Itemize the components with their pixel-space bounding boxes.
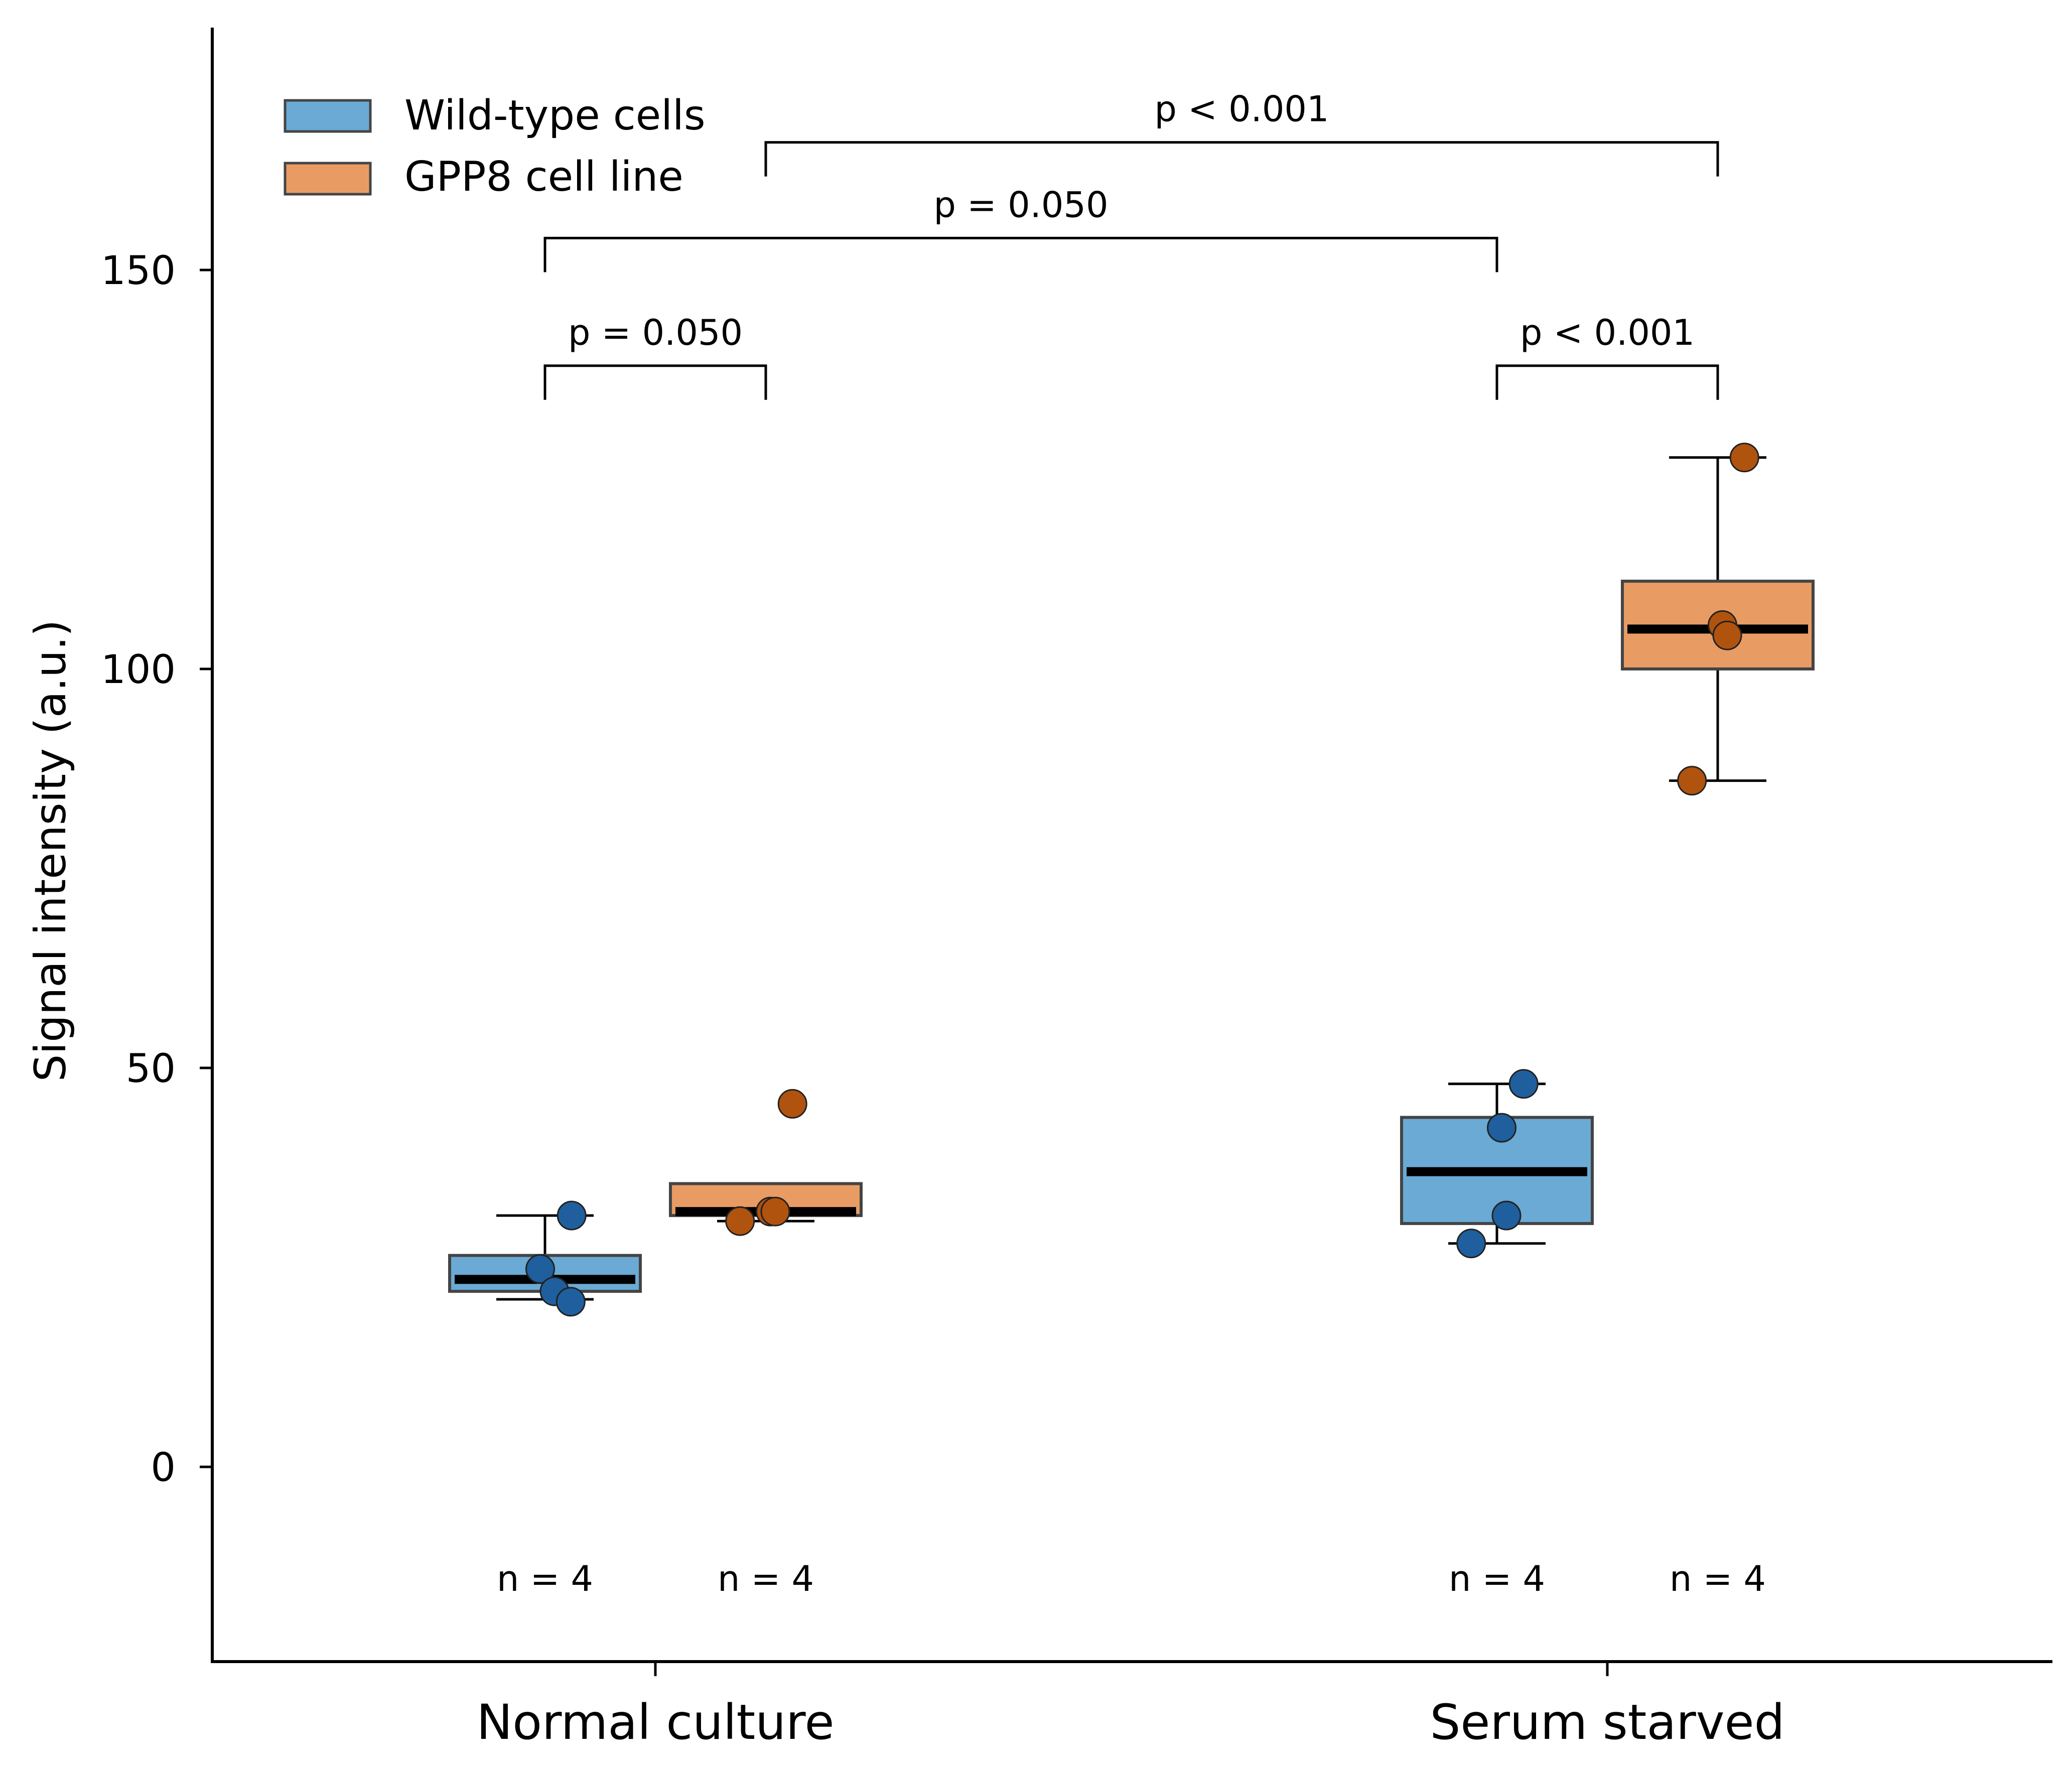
axes <box>200 28 2052 1676</box>
data-point <box>760 1196 790 1227</box>
data-point <box>1712 620 1742 650</box>
x-tick-label: Normal culture <box>476 1694 834 1750</box>
bracket-line <box>764 141 1719 177</box>
significance-bracket: p < 0.001 <box>764 89 1719 177</box>
data-point <box>557 1200 587 1231</box>
y-tick-label: 100 <box>101 647 176 693</box>
bracket-line <box>1495 364 1719 400</box>
legend-label-wild-type: Wild-type cells <box>404 92 706 140</box>
p-value-label: p = 0.050 <box>934 184 1109 225</box>
significance-bracket: p = 0.050 <box>543 312 767 400</box>
n-label: n = 4 <box>497 1558 593 1599</box>
bracket-line <box>543 236 1498 273</box>
p-value-label: p < 0.001 <box>1155 89 1329 130</box>
x-tick-label: Serum starved <box>1430 1694 1784 1750</box>
significance-bracket: p = 0.050 <box>543 184 1498 273</box>
n-label: n = 4 <box>1449 1558 1545 1599</box>
box-group <box>1621 443 1815 796</box>
legend-label-gpp8: GPP8 cell line <box>404 153 683 201</box>
n-label: n = 4 <box>1670 1558 1766 1599</box>
legend-swatch-wild-type <box>284 99 372 133</box>
p-value-label: p < 0.001 <box>1520 312 1695 353</box>
n-label: n = 4 <box>718 1558 814 1599</box>
data-point <box>1491 1200 1522 1231</box>
significance-annotations: p = 0.050 p < 0.001 p = 0.050 p < 0.001 <box>543 89 1719 400</box>
y-tick-label: 0 <box>151 1445 176 1490</box>
legend-swatch-gpp8 <box>284 162 372 196</box>
y-tick-label: 150 <box>101 248 176 294</box>
axis-labels: Signal intensity (a.u.) 0 50 100 150 Normal … <box>26 248 1785 1750</box>
data-point <box>1677 766 1707 796</box>
data-point <box>1456 1229 1486 1259</box>
box-group <box>669 1089 863 1236</box>
data-point <box>1508 1069 1539 1099</box>
data-point <box>525 1254 555 1284</box>
data-point <box>556 1287 586 1317</box>
data-point <box>725 1206 755 1236</box>
data-point <box>1487 1113 1516 1143</box>
box-group <box>448 1200 642 1317</box>
y-axis-title: Signal intensity (a.u.) <box>26 620 76 1082</box>
box-group <box>1400 1069 1594 1259</box>
significance-bracket: p < 0.001 <box>1495 312 1719 400</box>
p-value-label: p = 0.050 <box>568 312 743 353</box>
data-point <box>777 1089 807 1119</box>
bracket-line <box>543 364 767 400</box>
data-marks <box>448 443 1815 1317</box>
y-tick-label: 50 <box>126 1046 176 1092</box>
legend: Wild-type cells GPP8 cell line <box>284 92 706 201</box>
data-point <box>1729 443 1759 473</box>
